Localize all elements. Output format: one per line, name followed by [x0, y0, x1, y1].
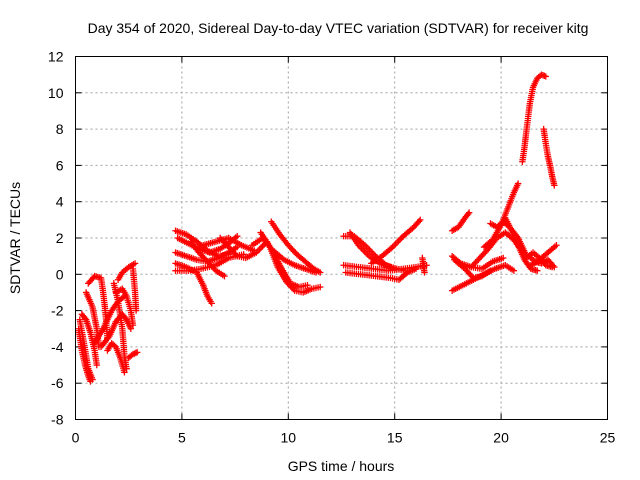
series-arc-25 [270, 249, 311, 291]
series-arc-23 [268, 218, 324, 276]
x-tick-label: 25 [600, 430, 616, 446]
series-arc-03 [78, 311, 100, 369]
y-tick-label: -2 [51, 303, 64, 319]
data-point [93, 361, 100, 369]
data-point [514, 180, 522, 187]
data-point [465, 209, 473, 216]
series-arc-40 [519, 71, 549, 165]
x-tick-label: 10 [281, 430, 297, 446]
series-arc-28 [368, 216, 424, 267]
data-point [534, 267, 541, 274]
y-tick-label: 8 [56, 121, 64, 137]
series-arc-34 [451, 256, 494, 282]
data-point [87, 378, 94, 385]
y-tick-label: 10 [48, 85, 64, 101]
data-point [127, 325, 135, 332]
series-arc-13 [129, 265, 140, 314]
y-tick-label: 12 [48, 49, 64, 65]
data-point [221, 272, 228, 280]
data-point [317, 283, 324, 291]
x-tick-label: 15 [387, 430, 403, 446]
y-tick-label: -4 [51, 339, 64, 355]
data-point [393, 239, 401, 246]
data-point [317, 269, 324, 276]
data-point [417, 216, 424, 224]
data-point [304, 281, 311, 289]
series-arc-27 [346, 229, 394, 271]
y-tick-label: 4 [56, 194, 64, 210]
data-point [134, 349, 141, 356]
y-axis-ticks: -8 -6 -4 -2 0 2 4 6 8 10 12 [48, 49, 608, 428]
y-tick-label: -8 [51, 412, 64, 428]
series-arc-12 [125, 349, 141, 361]
data-point [500, 254, 507, 262]
y-tick-label: -6 [51, 375, 64, 391]
x-tick-label: 20 [493, 430, 509, 446]
x-axis-ticks: 0 5 10 15 20 25 [72, 56, 616, 446]
data-point [208, 300, 215, 307]
series-arc-43 [527, 242, 560, 269]
series-arc-09 [110, 280, 130, 372]
data-point [542, 73, 549, 80]
data-point [131, 260, 139, 267]
y-tick-label: 6 [56, 157, 64, 173]
data-point [548, 263, 556, 271]
data-point [412, 265, 420, 273]
data-point [123, 365, 130, 372]
data-point [415, 218, 423, 225]
x-tick-label: 0 [72, 430, 80, 446]
series-arc-39 [502, 214, 541, 274]
y-axis-title: SDTVAR / TECUs [7, 182, 23, 294]
data-point [392, 240, 399, 248]
series-arc-30 [342, 265, 420, 283]
data-point [510, 267, 518, 274]
grid-lines [75, 56, 608, 420]
data-point [234, 232, 241, 240]
data-point [132, 307, 140, 314]
x-tick-label: 5 [178, 430, 186, 446]
y-tick-label: 0 [56, 266, 64, 282]
data-point [369, 249, 376, 257]
series-arc-21 [217, 234, 271, 262]
data-point [464, 210, 472, 218]
series-arc-41 [540, 125, 558, 189]
data-point [395, 237, 402, 245]
data-point [553, 242, 560, 249]
series-arc-19 [187, 238, 228, 280]
data-points [75, 71, 560, 385]
series-arc-05 [85, 272, 111, 342]
series-arc-31 [419, 254, 428, 276]
series-arc-35 [448, 262, 518, 294]
chart-title: Day 354 of 2020, Sidereal Day-to-day VTE… [88, 20, 589, 36]
series-arc-11 [114, 260, 139, 283]
series-arc-10 [112, 285, 137, 329]
series-arc-02 [75, 325, 94, 385]
data-point [129, 321, 137, 329]
y-tick-label: 2 [56, 230, 64, 246]
series-arc-44 [523, 249, 556, 271]
data-point [121, 369, 128, 376]
data-point [396, 236, 404, 243]
data-point [256, 246, 263, 253]
x-axis-title: GPS time / hours [288, 458, 395, 474]
data-point [551, 182, 558, 189]
series-arc-32 [448, 209, 473, 234]
data-point [421, 269, 428, 276]
data-point [257, 244, 265, 252]
plot-frame [75, 56, 608, 420]
